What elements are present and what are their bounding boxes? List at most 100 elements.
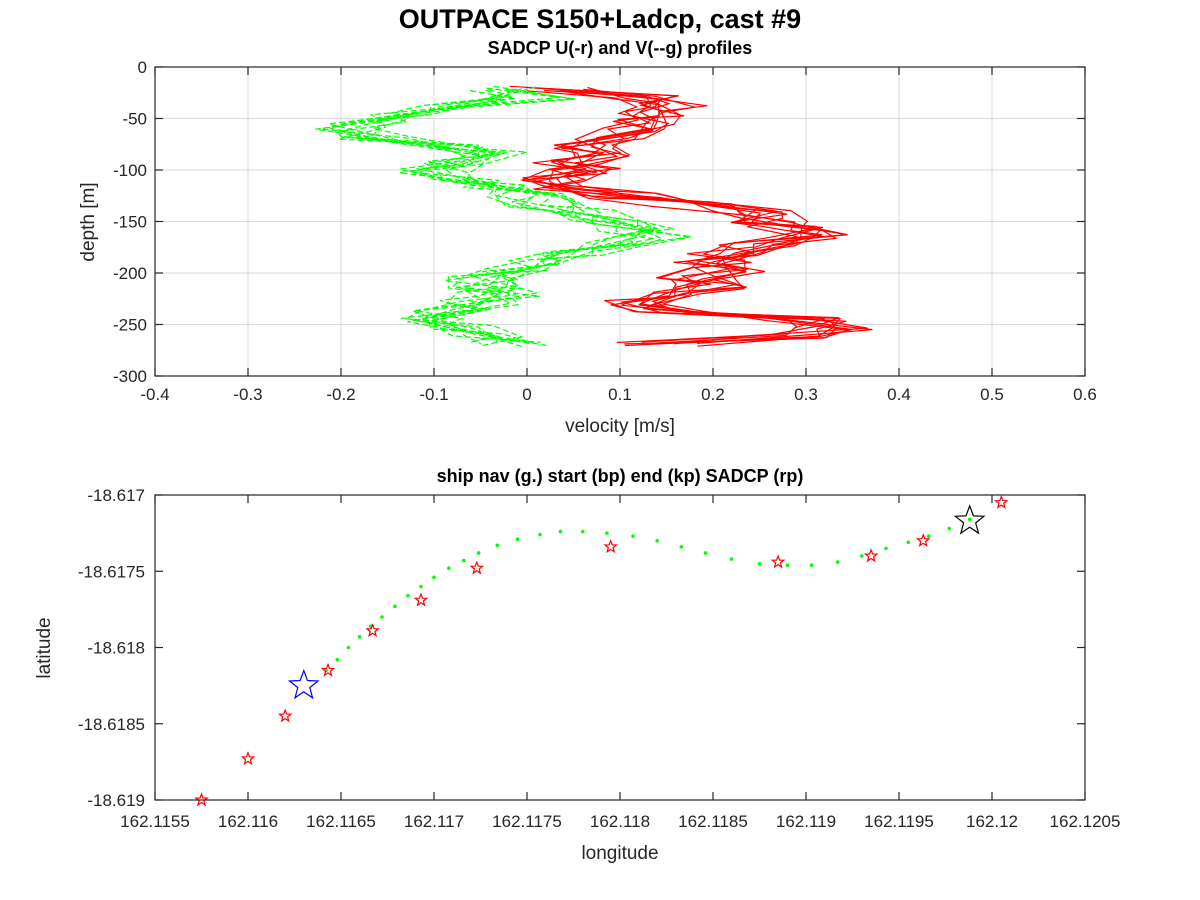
sadcp-star-marker: [277, 708, 293, 723]
velocity-x-tick-label: 0.6: [1073, 385, 1097, 404]
sadcp-star-marker: [320, 662, 336, 677]
nav-y-tick-label: -18.6175: [78, 562, 145, 581]
velocity-y-tick-label: -150: [113, 213, 147, 232]
end-star-marker: [953, 504, 986, 535]
velocity-x-tick-label: 0.4: [887, 385, 911, 404]
sadcp-star-marker: [863, 548, 879, 563]
v-velocity-profile-line: [321, 87, 674, 343]
nav-y-tick-label: -18.619: [87, 791, 145, 810]
nav-y-tick-label: -18.617: [87, 486, 145, 505]
velocity-ticks: -0.4 -0.3 -0.2 -0.1 0 0.1 0.2 0.3 0.4 0.5 0.6 0 -50 -…: [113, 58, 1097, 404]
u-velocity-profile-line: [522, 90, 847, 347]
velocity-x-tick-label: -0.4: [140, 385, 169, 404]
ship-nav-point: [419, 584, 423, 589]
velocity-y-tick-label: -200: [113, 264, 147, 283]
velocity-x-tick-label: 0.3: [794, 385, 818, 404]
ship-nav-point: [631, 534, 635, 538]
velocity-y-tick-label: -100: [113, 161, 147, 180]
ship-nav-point: [835, 560, 840, 564]
ship-nav-y-label: latitude: [34, 617, 55, 678]
velocity-x-tick-label: 0.2: [701, 385, 725, 404]
nav-x-tick-label: 162.1205: [1050, 812, 1121, 831]
sadcp-star-marker: [469, 560, 485, 575]
ship-nav-point: [785, 563, 790, 567]
ship-nav-point: [432, 575, 436, 580]
ship-nav-point: [605, 531, 609, 535]
sadcp-star-marker: [915, 532, 931, 547]
nav-x-tick-label: 162.1195: [864, 812, 934, 831]
start-star-marker: [287, 668, 320, 700]
v-velocity-profile-line: [315, 90, 689, 348]
ship-nav-point: [447, 566, 451, 570]
ship-nav-title: ship nav (g.) start (bp) end (kp) SADCP …: [437, 466, 804, 486]
ship-nav-x-label: longitude: [581, 843, 658, 864]
velocity-grid: [155, 67, 1085, 376]
nav-x-tick-label: 162.118: [590, 812, 650, 831]
u-velocity-profile-line: [526, 89, 853, 347]
velocity-y-label: depth [m]: [78, 182, 99, 261]
ship-nav-point: [729, 557, 734, 561]
sadcp-star-marker: [194, 792, 209, 807]
ship-nav-point: [655, 538, 659, 543]
u-velocity-profile-line: [509, 85, 825, 344]
nav-x-tick-label: 162.119: [776, 812, 836, 831]
sadcp-star-marker: [365, 622, 380, 638]
sadcp-star-marker: [603, 539, 619, 554]
sadcp-star-marker: [240, 751, 256, 766]
sadcp-star-marker: [770, 554, 786, 569]
nav-x-tick-label: 162.1165: [306, 812, 376, 831]
sadcp-star-marker: [993, 494, 1009, 509]
ship-nav-point: [926, 534, 931, 538]
ship-nav-point: [538, 532, 542, 537]
ship-nav-point: [757, 561, 762, 566]
ship-nav-point: [346, 645, 351, 650]
ship-nav-point: [809, 563, 814, 567]
ship-nav-markers: [194, 494, 1009, 807]
nav-x-tick-label: 162.1185: [678, 812, 748, 831]
ship-nav-point: [380, 615, 384, 619]
u-velocity-profile-line: [519, 86, 840, 343]
velocity-y-tick-label: -50: [122, 110, 147, 129]
ship-nav-point: [679, 545, 684, 549]
velocity-x-label: velocity [m/s]: [565, 416, 675, 437]
ship-nav-point: [906, 540, 911, 545]
ship-nav-point: [515, 537, 520, 542]
u-velocity-profile-line: [555, 86, 847, 344]
v-velocity-profile-line: [328, 85, 692, 343]
u-velocity-profile-line: [522, 87, 873, 344]
nav-x-tick-label: 162.116: [218, 812, 278, 831]
velocity-x-tick-label: -0.1: [419, 385, 448, 404]
nav-x-tick-label: 162.117: [404, 812, 464, 831]
nav-y-tick-label: -18.618: [87, 639, 145, 658]
ship-nav-point: [393, 604, 397, 609]
nav-x-tick-label: 162.12: [966, 812, 1018, 831]
ship-nav-point: [476, 551, 481, 555]
figure-title: OUTPACE S150+Ladcp, cast #9: [399, 4, 801, 34]
velocity-x-tick-label: -0.2: [326, 385, 355, 404]
u-velocity-profile-line: [548, 88, 798, 344]
ship-nav-point: [581, 529, 585, 534]
ship-nav-point: [406, 593, 410, 598]
velocity-y-tick-label: 0: [138, 58, 147, 77]
nav-y-tick-label: -18.6185: [78, 715, 145, 734]
velocity-profiles: [315, 85, 873, 348]
ship-nav-point: [860, 554, 864, 558]
ship-nav-point: [703, 551, 708, 555]
ship-nav-point: [357, 635, 362, 639]
ship-nav-point: [495, 543, 500, 548]
velocity-x-tick-label: 0.5: [980, 385, 1004, 404]
velocity-profile-title: SADCP U(-r) and V(--g) profiles: [488, 38, 753, 58]
ship-nav-point: [884, 546, 888, 551]
ship-nav-ticks: 162.1155 162.116 162.1165 162.117 162.1175 16…: [78, 486, 1121, 831]
velocity-y-tick-label: -300: [113, 367, 147, 386]
velocity-x-tick-label: 0: [522, 385, 531, 404]
velocity-x-tick-label: -0.3: [233, 385, 262, 404]
ship-nav-point: [335, 657, 340, 662]
nav-x-tick-label: 162.1155: [120, 812, 190, 831]
v-velocity-profile-line: [373, 87, 660, 347]
ship-nav-axes: ship nav (g.) start (bp) end (kp) SADCP …: [34, 466, 1120, 864]
velocity-profile-axes: SADCP U(-r) and V(--g) profiles -0.4 -0.3…: [78, 38, 1097, 437]
ship-nav-axes-frame: [154, 494, 1086, 801]
velocity-y-tick-label: -250: [113, 316, 147, 335]
sadcp-star-marker: [413, 592, 429, 607]
